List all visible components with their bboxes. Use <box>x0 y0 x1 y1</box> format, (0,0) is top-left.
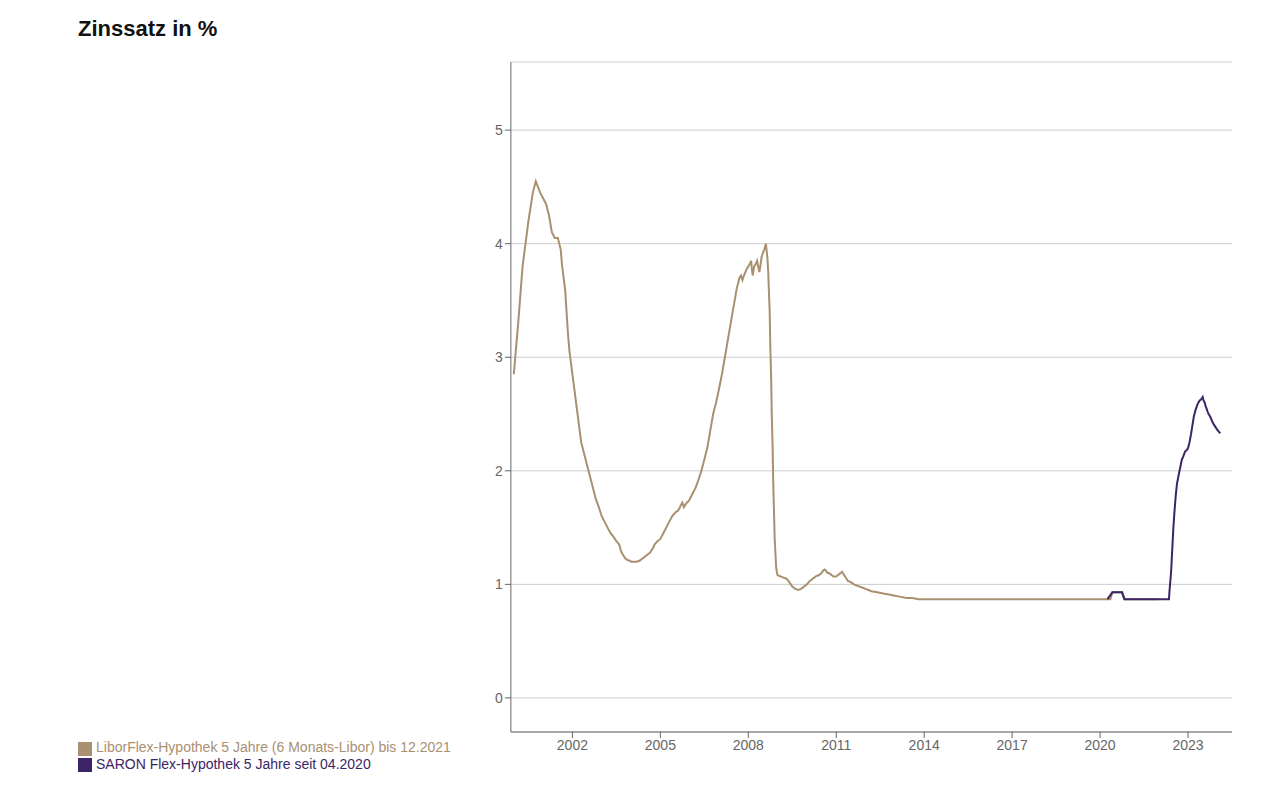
svg-text:2023: 2023 <box>1172 737 1203 753</box>
svg-text:5: 5 <box>495 122 503 138</box>
svg-text:2017: 2017 <box>997 737 1028 753</box>
html-text:SARON Flex-Hypothek 5 Jahre se: SARON Flex-Hypothek 5 Jahre seit 04.2020 <box>96 755 371 772</box>
svg-text:2014: 2014 <box>909 737 940 753</box>
svg-text:3: 3 <box>495 349 503 365</box>
svg-text:2020: 2020 <box>1085 737 1116 753</box>
svg-text:2: 2 <box>495 463 503 479</box>
svg-text:2011: 2011 <box>821 737 851 753</box>
html-text:Zinssatz in %: Zinssatz in % <box>78 16 218 41</box>
svg-text:2002: 2002 <box>557 737 588 753</box>
html-text:LiborFlex-Hypothek 5 Jahre (6: LiborFlex-Hypothek 5 Jahre (6 Monats-Lib… <box>96 739 451 756</box>
svg-text:1: 1 <box>495 576 503 592</box>
svg-text:2005: 2005 <box>645 737 676 753</box>
svg-text:2008: 2008 <box>733 737 764 753</box>
svg-text:4: 4 <box>495 236 503 252</box>
svg-text:0: 0 <box>495 690 503 706</box>
